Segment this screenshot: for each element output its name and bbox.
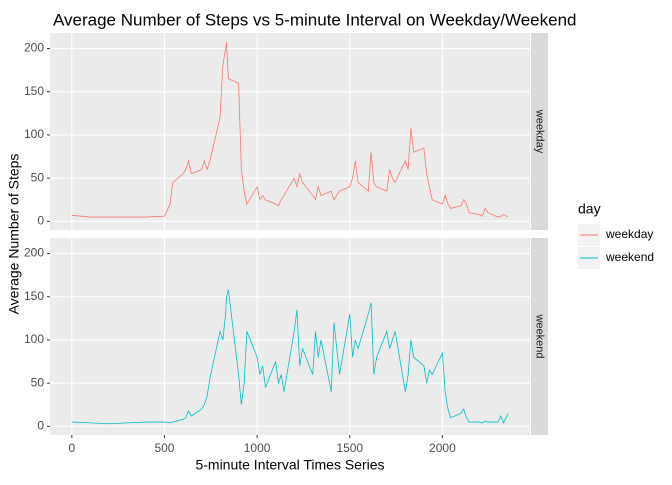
y-tick-label: 150: [24, 289, 44, 303]
strip-background: [531, 33, 548, 230]
panel-background: [50, 238, 530, 435]
y-tick-label: 50: [31, 170, 45, 184]
y-tick-label: 50: [31, 375, 45, 389]
y-tick-label: 150: [24, 84, 44, 98]
y-axis-title: Average Number of Steps: [6, 154, 22, 315]
y-tick-label: 200: [24, 246, 44, 260]
x-tick-label: 2000: [429, 441, 456, 455]
chart-title: Average Number of Steps vs 5-minute Inte…: [53, 10, 577, 29]
legend-label: weekend: [605, 250, 654, 264]
x-tick-label: 1500: [336, 441, 363, 455]
panel-background: [50, 33, 530, 230]
y-tick-label: 100: [24, 127, 44, 141]
y-tick-label: 100: [24, 332, 44, 346]
series-line: [71, 42, 509, 218]
x-axis-title: 5-minute Interval Times Series: [195, 457, 384, 473]
x-tick-label: 1000: [244, 441, 271, 455]
y-tick-label: 200: [24, 41, 44, 55]
strip-background: [531, 238, 548, 435]
y-tick-label: 0: [37, 214, 44, 228]
x-tick-label: 0: [68, 441, 75, 455]
legend-title: day: [578, 201, 601, 217]
x-tick-label: 500: [154, 441, 174, 455]
series-line: [71, 289, 509, 425]
strip-label: weekday: [534, 109, 546, 154]
legend-label: weekday: [605, 227, 653, 241]
y-tick-label: 0: [37, 419, 44, 433]
strip-label: weekend: [534, 313, 546, 358]
